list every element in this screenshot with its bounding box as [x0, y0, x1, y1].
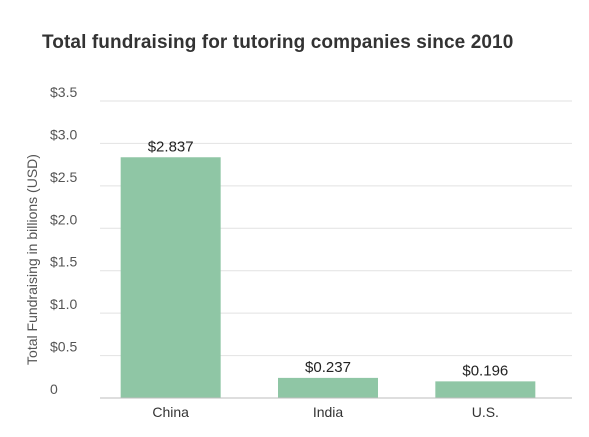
data-label: $0.237 [305, 359, 351, 376]
y-tick-label: $3.0 [50, 126, 77, 142]
x-tick-label: China [152, 404, 189, 420]
y-tick-label: $1.5 [50, 254, 77, 270]
y-tick-label: $2.0 [50, 211, 77, 227]
data-labels: $2.837 $0.237 $0.196 [148, 138, 509, 379]
bars [120, 157, 536, 398]
data-label: $2.837 [148, 138, 194, 155]
bar-india [278, 377, 378, 398]
x-tick-label: India [313, 404, 344, 420]
y-tick-label: $1.0 [50, 296, 77, 312]
bar-china [120, 157, 221, 398]
y-tick-label: $2.5 [50, 169, 77, 185]
data-label: $0.196 [462, 362, 508, 379]
x-tick-label: U.S. [472, 404, 499, 420]
y-tick-label: $0.5 [50, 339, 77, 355]
gridlines [100, 100, 572, 357]
chart-title: Total fundraising for tutoring companies… [42, 32, 514, 53]
y-tick-label: $3.5 [50, 84, 77, 100]
y-tick-label: 0 [50, 381, 58, 397]
y-axis-label: Total Fundraising in billions (USD) [24, 154, 40, 365]
bar-us [435, 381, 536, 398]
x-axis-ticks: China India U.S. [152, 404, 499, 420]
y-axis-ticks: 0 $0.5 $1.0 $1.5 $2.0 $2.5 $3.0 $3.5 [50, 84, 77, 397]
